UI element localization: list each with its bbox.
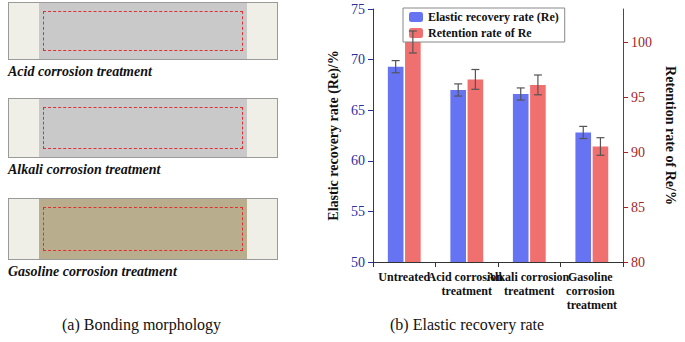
html-text:(b) Elastic recovery rate: (b) Elastic recovery rate (390, 316, 545, 333)
html-text:Gasoline corrosion treatment: Gasoline corrosion treatment (8, 264, 177, 279)
svg-text:Retention rate of Re: Retention rate of Re (428, 26, 532, 40)
svg-text:60: 60 (351, 153, 365, 168)
svg-text:90: 90 (631, 145, 645, 160)
html-text:(a) Bonding morphology: (a) Bonding morphology (62, 316, 222, 333)
svg-text:55: 55 (351, 204, 365, 219)
svg-text:100: 100 (631, 35, 652, 50)
svg-text:Acid corrosion: Acid corrosion (427, 270, 506, 284)
svg-text:corrosion: corrosion (566, 284, 617, 298)
svg-text:95: 95 (631, 90, 645, 105)
svg-text:Alkali corrosion: Alkali corrosion (486, 270, 572, 284)
svg-text:treatment: treatment (442, 284, 492, 298)
html-text:Acid corrosion treatment: Acid corrosion treatment (8, 64, 152, 79)
svg-text:80: 80 (631, 255, 645, 270)
svg-text:treatment: treatment (504, 284, 554, 298)
svg-text:Untreated: Untreated (378, 270, 430, 284)
html-text:Alkali corrosion treatment: Alkali corrosion treatment (8, 162, 161, 177)
svg-text:75: 75 (351, 2, 365, 17)
svg-text:Elastic recovery rate (Re): Elastic recovery rate (Re) (428, 10, 559, 24)
svg-text:85: 85 (631, 200, 645, 215)
svg-text:65: 65 (351, 103, 365, 118)
svg-text:Retention rate of Re/%: Retention rate of Re/% (663, 66, 678, 205)
svg-text:Elastic recovery rate (Re)/%: Elastic recovery rate (Re)/% (326, 50, 342, 220)
svg-text:treatment: treatment (567, 298, 617, 312)
svg-text:Gasoline: Gasoline (568, 270, 616, 284)
svg-text:70: 70 (351, 52, 365, 67)
svg-text:50: 50 (351, 255, 365, 270)
